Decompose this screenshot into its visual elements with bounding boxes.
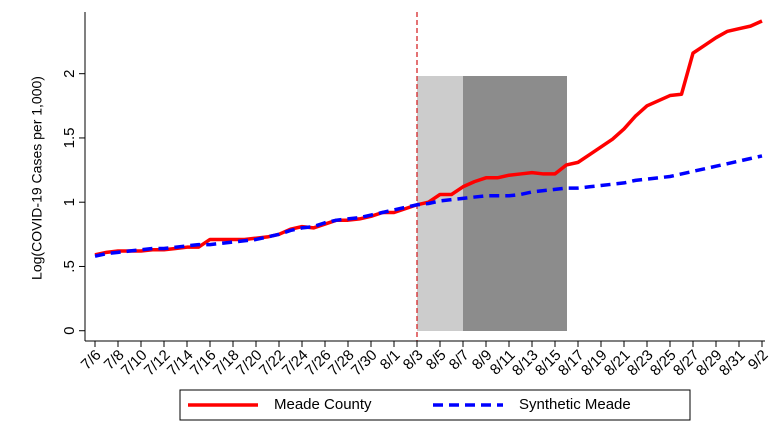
y-tick-label: .5 [61, 260, 78, 273]
y-tick-label: 1.5 [61, 128, 78, 149]
series-line [94, 154, 763, 258]
legend-label: Meade County [274, 396, 372, 413]
shaded-period-dark [463, 76, 567, 331]
y-axis-label: Log(COVID-19 Cases per 1,000) [29, 76, 45, 280]
y-tick-label: 2 [61, 70, 78, 78]
legend-label: Synthetic Meade [519, 396, 631, 413]
y-tick-label: 0 [61, 327, 78, 335]
y-tick-label: 1 [61, 198, 78, 206]
